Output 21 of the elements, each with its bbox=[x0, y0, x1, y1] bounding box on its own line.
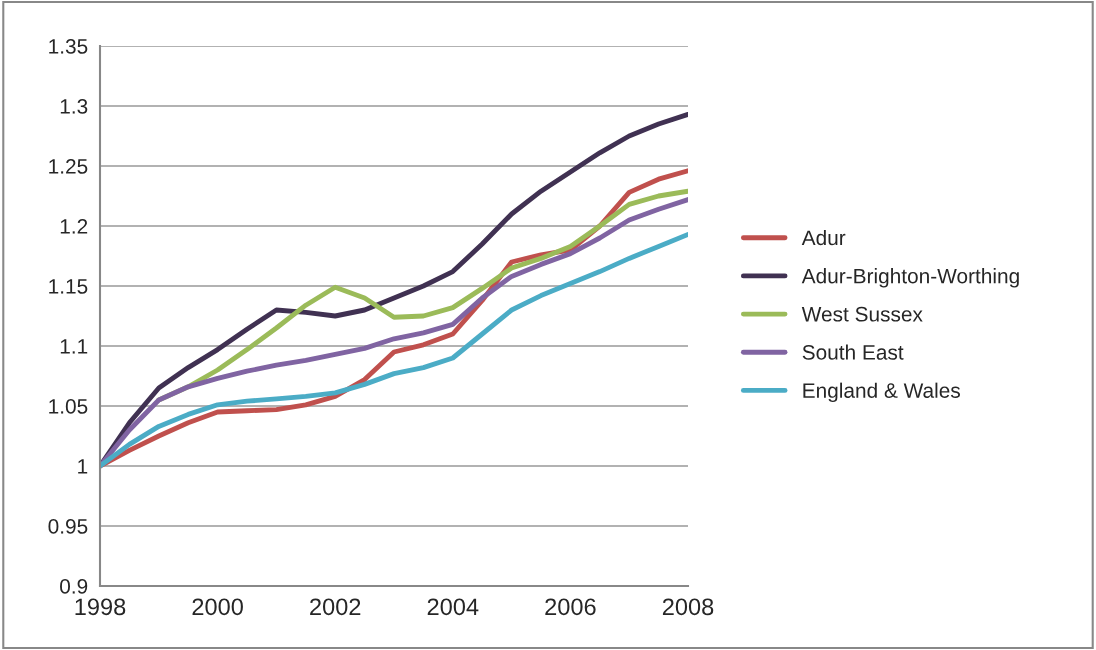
x-tick-label: 2002 bbox=[310, 598, 361, 616]
x-tick-label: 1998 bbox=[75, 598, 126, 616]
y-tick-label: 1.25 bbox=[49, 159, 88, 174]
y-tick-label: 1.15 bbox=[49, 279, 88, 294]
x-tick-label: 2004 bbox=[427, 598, 479, 616]
x-tick-label: 2008 bbox=[662, 598, 714, 616]
legend-label: South East bbox=[802, 344, 904, 360]
legend-label: Adur-Brighton-Worthing bbox=[801, 268, 1019, 288]
y-tick-label: 1.05 bbox=[49, 399, 88, 414]
y-tick-label: 1.1 bbox=[60, 339, 88, 354]
legend-label: Adur bbox=[801, 229, 846, 246]
y-tick-label: 1 bbox=[78, 459, 88, 474]
y-tick-label: 0.95 bbox=[48, 519, 88, 534]
legend-label: England & Wales bbox=[803, 382, 960, 403]
y-tick-label: 1.3 bbox=[60, 99, 88, 114]
y-tick-label: 1.35 bbox=[49, 39, 88, 54]
x-tick-label: 2006 bbox=[545, 598, 596, 616]
x-tick-label: 2000 bbox=[192, 598, 243, 616]
y-tick-label: 0.9 bbox=[60, 579, 88, 594]
y-tick-label: 1.2 bbox=[60, 219, 88, 234]
legend-label: West Sussex bbox=[801, 306, 923, 322]
